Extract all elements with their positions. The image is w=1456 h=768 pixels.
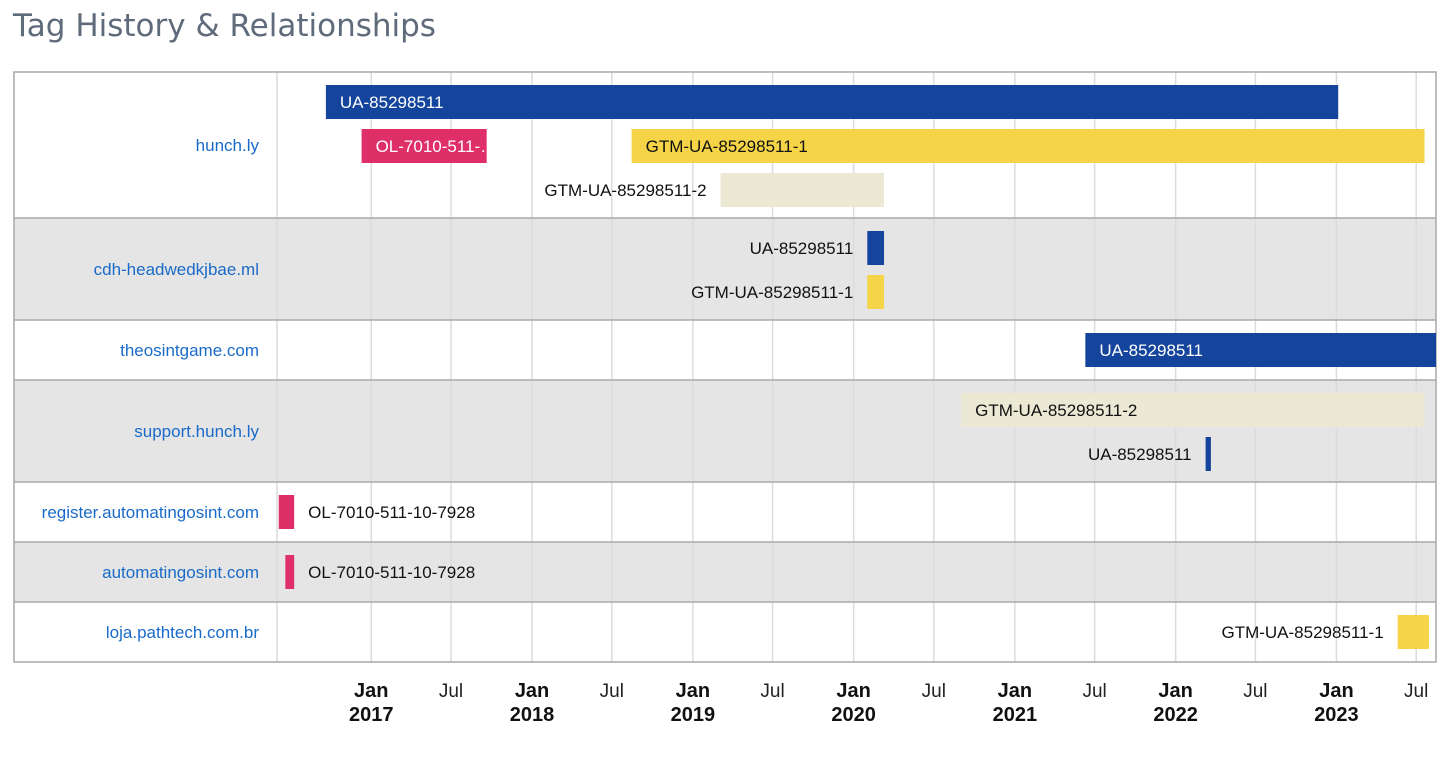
x-tick-year-label: 2017 bbox=[349, 704, 394, 726]
timeline-bar bbox=[278, 495, 295, 529]
x-tick-label: Jan bbox=[676, 680, 710, 702]
timeline-bar bbox=[961, 393, 1425, 427]
timeline-bar bbox=[867, 231, 885, 265]
x-tick-year-label: 2021 bbox=[993, 704, 1038, 726]
row-separators bbox=[13, 71, 1437, 663]
row-label: register.automatingosint.com bbox=[42, 503, 259, 522]
row-label: cdh-headwedkjbae.ml bbox=[94, 260, 259, 279]
x-tick-year-label: 2023 bbox=[1314, 704, 1359, 726]
bars: UA-85298511 OL-7010-511-… GTM-UA-85298511-… bbox=[278, 85, 1436, 649]
timeline-bar bbox=[631, 129, 1425, 163]
x-tick-label: Jul bbox=[1082, 681, 1106, 702]
row-background bbox=[14, 602, 1436, 662]
bar-label: GTM-UA-85298511-1 bbox=[1221, 623, 1383, 642]
x-tick-label: Jul bbox=[1404, 681, 1428, 702]
bar-label: GTM-UA-85298511-2 bbox=[975, 401, 1137, 420]
bar-label: UA-85298511 bbox=[750, 239, 854, 258]
bar-label: UA-85298511 bbox=[340, 93, 444, 112]
x-tick-label: Jan bbox=[1319, 680, 1353, 702]
bar-label: GTM-UA-85298511-1 bbox=[646, 137, 808, 156]
timeline-bar bbox=[1085, 333, 1436, 367]
x-tick-year-label: 2018 bbox=[510, 704, 555, 726]
x-tick-label: Jul bbox=[760, 681, 784, 702]
x-tick-label: Jul bbox=[600, 681, 624, 702]
row-labels: hunch.ly cdh-headwedkjbae.ml theosintgame.… bbox=[42, 136, 260, 642]
x-tick-label: Jul bbox=[1243, 681, 1267, 702]
x-tick-label: Jul bbox=[922, 681, 946, 702]
timeline-bar bbox=[361, 129, 487, 163]
x-tick-label: Jan bbox=[1158, 680, 1192, 702]
timeline-bar bbox=[325, 85, 1339, 119]
bar-label: UA-85298511 bbox=[1099, 341, 1203, 360]
x-tick-year-label: 2022 bbox=[1153, 704, 1198, 726]
bar-label: OL-7010-511-10-7928 bbox=[308, 503, 475, 522]
bar-label: OL-7010-511-… bbox=[376, 137, 498, 156]
x-tick-year-label: 2019 bbox=[671, 704, 716, 726]
x-tick-label: Jul bbox=[439, 681, 463, 702]
timeline-bar bbox=[720, 173, 885, 207]
row-label: support.hunch.ly bbox=[134, 422, 259, 441]
row-background bbox=[14, 218, 1436, 320]
row-background bbox=[14, 542, 1436, 602]
gridlines bbox=[276, 72, 1417, 662]
x-tick-label: Jan bbox=[998, 680, 1032, 702]
row-background bbox=[14, 482, 1436, 542]
x-tick-label: Jan bbox=[354, 680, 388, 702]
x-tick-label: Jan bbox=[836, 680, 870, 702]
row-label: theosintgame.com bbox=[120, 341, 259, 360]
timeline-bar bbox=[867, 275, 885, 309]
row-label: hunch.ly bbox=[196, 136, 260, 155]
row-label: automatingosint.com bbox=[102, 563, 259, 582]
bar-label: GTM-UA-85298511-2 bbox=[544, 181, 706, 200]
page-title: Tag History & Relationships bbox=[13, 8, 436, 44]
bar-label: GTM-UA-85298511-1 bbox=[691, 283, 853, 302]
bar-label: OL-7010-511-10-7928 bbox=[308, 563, 475, 582]
x-tick-year-label: 2020 bbox=[831, 704, 876, 726]
timeline-bar bbox=[1205, 437, 1211, 471]
x-tick-label: Jan bbox=[515, 680, 549, 702]
bar-label: UA-85298511 bbox=[1088, 445, 1192, 464]
timeline-bar bbox=[285, 555, 295, 589]
timeline-bar bbox=[1397, 615, 1429, 649]
row-label: loja.pathtech.com.br bbox=[106, 623, 259, 642]
